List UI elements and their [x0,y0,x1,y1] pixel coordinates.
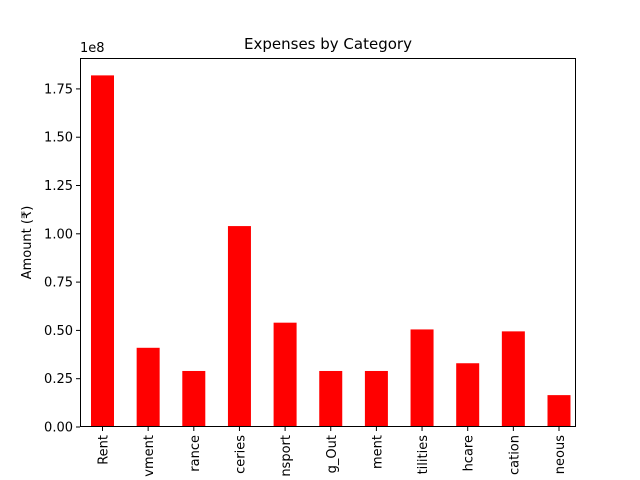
chart-title: Expenses by Category [244,35,412,53]
y-tick-label: 0.50 [44,324,73,339]
bar-vment [136,347,160,427]
x-tick-label: tilities [416,435,431,475]
bar-cation [501,331,525,427]
y-ticks-group: 0.00 0.25 0.50 0.75 1.00 1.25 1.50 1.75 [44,82,80,436]
y-axis-offset-label: 1e8 [80,41,105,56]
y-tick-label: 1.75 [44,82,73,97]
x-tick-label: rance [188,435,203,472]
bar-neous [547,395,571,427]
x-tick-label: vment [142,435,157,477]
x-tick-label: Rent [97,435,112,465]
x-tick-label: g_Out [325,435,340,473]
y-axis-label: Amount (₹) [20,206,35,280]
bar-nsport [273,322,297,427]
bars-group [91,75,571,427]
x-tick-label: cation [507,435,522,475]
x-tick-label: neous [553,435,568,474]
y-tick-label: 1.25 [44,179,73,194]
x-tick-label: ceries [233,435,248,474]
plot-frame [80,58,576,427]
y-tick-label: 0.75 [44,276,73,291]
y-tick-label: 1.00 [44,227,73,242]
bar-ment [364,370,388,427]
bar-rent [91,75,114,427]
bar-g-out [319,370,343,427]
x-tick-label: hcare [462,435,477,471]
bar-tilities [410,329,434,427]
x-tick-label: ment [370,435,385,469]
y-tick-label: 0.00 [44,421,73,436]
x-ticks-group: Rent vment rance ceries nsport g_Out ment tilit… [97,427,568,477]
y-tick-label: 0.25 [44,372,73,387]
y-tick-label: 1.50 [44,131,73,146]
x-tick-label: nsport [279,435,294,477]
bar-ceries [227,226,251,427]
bar-rance [182,370,206,427]
bar-hcare [456,363,480,427]
